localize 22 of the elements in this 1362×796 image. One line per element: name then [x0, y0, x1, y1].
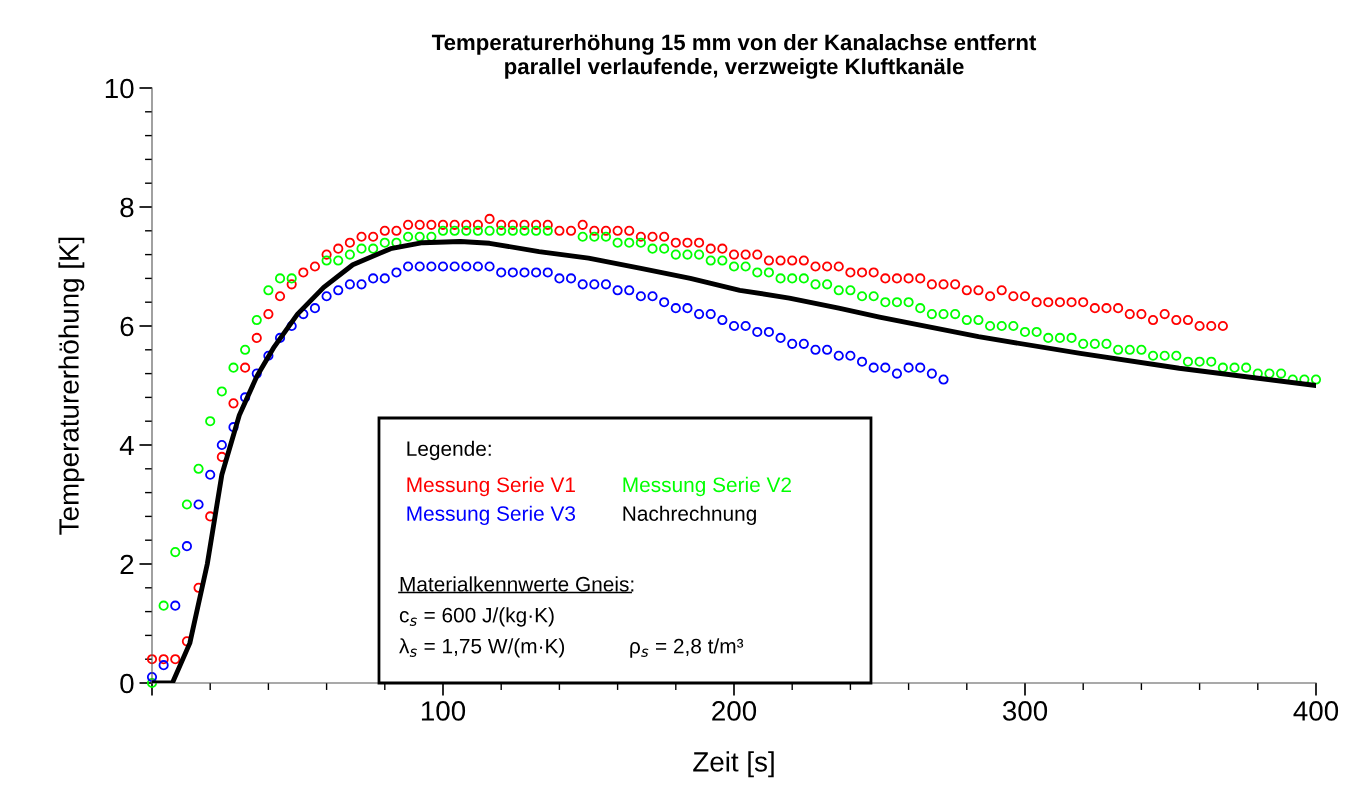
- y-axis-title: Temperaturerhöhung [K]: [58, 237, 85, 535]
- annotation: c$_{s}$ = 600 J/(kg·K): [399, 607, 554, 627]
- x-axis-title: Zeit [s]: [693, 751, 774, 778]
- y-tick-label: 0: [120, 673, 134, 694]
- y-tick-label: 6: [120, 316, 134, 337]
- chart-title: Temperaturerhöhung 15 mm von der Kanalachse entfernt parallel verlaufende, verzweigte Kluftkanäle: [431, 33, 1037, 79]
- annotation: ρ$_{s}$ = 2,8 t/m³: [630, 638, 744, 658]
- x-tick-label: 200: [712, 701, 757, 721]
- text: Messung Serie V3: [407, 505, 576, 526]
- annotation: Materialkennwerte Gneis:: [400, 576, 634, 592]
- legend-title: Legende:: [407, 440, 491, 461]
- x-tick-label: 400: [1293, 701, 1339, 721]
- y-tick-label: 8: [120, 197, 134, 218]
- text: Messung Serie V2: [623, 476, 791, 497]
- x-tick-label: 300: [1002, 701, 1048, 721]
- x-tick-label: 100: [421, 701, 466, 721]
- y-tick-label: 10: [105, 78, 134, 99]
- y-tick-label: 2: [120, 554, 134, 575]
- text: Nachrechnung: [623, 505, 756, 526]
- annotation: λ$_{s}$ = 1,75 W/(m·K): [399, 638, 565, 658]
- text: Messung Serie V1: [407, 476, 575, 497]
- y-tick-label: 4: [119, 435, 134, 456]
